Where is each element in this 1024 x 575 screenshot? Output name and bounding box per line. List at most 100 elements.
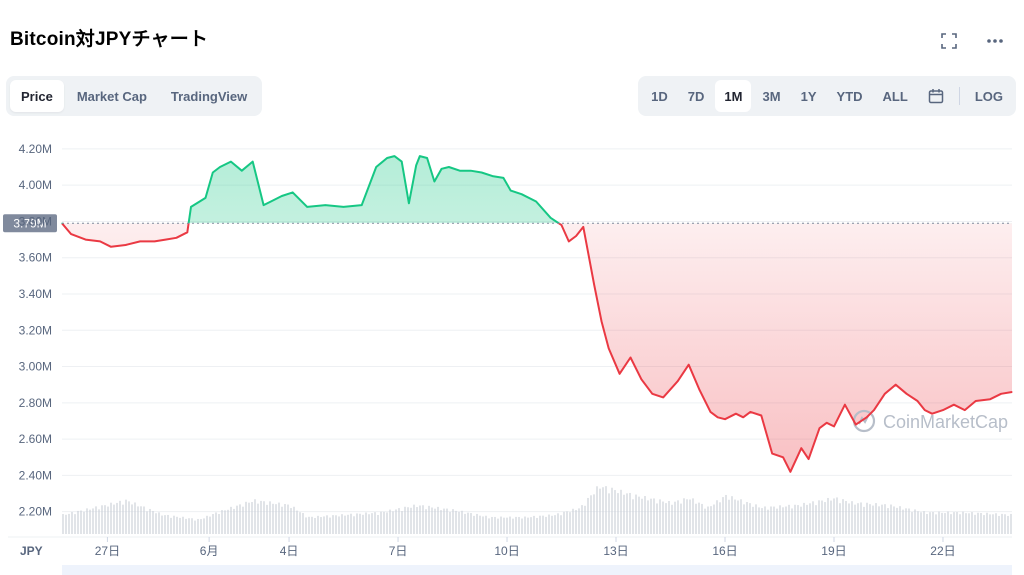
volume-bar <box>122 504 124 534</box>
volume-bar <box>404 506 406 534</box>
volume-bar <box>635 494 637 534</box>
volume-bar <box>197 518 199 534</box>
volume-bar <box>458 511 460 534</box>
volume-bar <box>908 508 910 534</box>
x-tick-label: 10日 <box>494 544 519 558</box>
log-toggle[interactable]: LOG <box>974 88 1003 104</box>
volume-bar <box>218 514 220 534</box>
y-tick-label: 3.80M <box>19 214 52 228</box>
x-tick-label: 27日 <box>95 544 120 558</box>
volume-bar <box>704 508 706 534</box>
price-point <box>608 347 610 350</box>
volume-bar <box>923 511 925 534</box>
volume-bar <box>425 509 427 534</box>
volume-bar <box>716 500 718 534</box>
volume-bar <box>893 506 895 534</box>
price-point <box>342 206 345 208</box>
y-tick-label: 4.20M <box>19 142 52 156</box>
price-point <box>749 411 752 413</box>
volume-bar <box>782 507 784 534</box>
volume-bar <box>554 515 556 534</box>
volume-bar <box>143 506 145 534</box>
volume-bar <box>107 506 109 534</box>
volume-bar <box>65 514 67 534</box>
fullscreen-icon[interactable] <box>938 32 960 50</box>
volume-bar <box>602 487 604 534</box>
volume-bar <box>656 503 658 534</box>
volume-bar <box>104 505 106 534</box>
volume-bar <box>707 506 709 534</box>
volume-bar <box>824 502 826 534</box>
price-point <box>204 197 207 199</box>
x-tick-label: 22日 <box>930 544 955 558</box>
volume-bar <box>761 508 763 534</box>
tab-tradingview[interactable]: TradingView <box>170 88 248 104</box>
volume-bar <box>245 501 247 534</box>
price-point <box>651 393 653 395</box>
chart-type-tabs: Price Market Cap TradingView <box>6 76 263 116</box>
volume-bar <box>578 508 580 534</box>
volume-bar <box>290 508 292 534</box>
range-3m[interactable]: 3M <box>762 88 781 104</box>
volume-bar <box>650 498 652 534</box>
volume-bar <box>626 493 628 534</box>
price-chart[interactable]: CoinMarketCap 3.79M 4.20M 4.00M 3.80M 3.60M… <box>0 128 1024 575</box>
price-point <box>154 240 156 242</box>
range-all[interactable]: ALL <box>882 88 908 104</box>
price-point <box>419 155 421 157</box>
volume-bar <box>224 510 226 534</box>
range-ytd[interactable]: YTD <box>836 88 863 104</box>
volume-bar <box>206 515 208 534</box>
watermark-text: CoinMarketCap <box>883 412 1008 432</box>
price-point <box>470 170 472 172</box>
volume-bar <box>722 497 724 534</box>
volume-bar <box>497 518 499 534</box>
more-icon[interactable] <box>984 32 1006 50</box>
price-point <box>502 177 504 179</box>
volume-bar <box>812 501 814 534</box>
x-tick-label: 16日 <box>712 544 737 558</box>
volume-bar <box>950 514 952 534</box>
volume-bar <box>551 515 553 534</box>
volume-bar <box>854 504 856 534</box>
volume-bar <box>485 515 487 534</box>
price-point <box>789 471 791 473</box>
range-1y[interactable]: 1Y <box>800 88 817 104</box>
range-1d[interactable]: 1D <box>651 88 668 104</box>
volume-bar <box>323 516 325 534</box>
price-point <box>70 233 72 235</box>
tab-price[interactable]: Price <box>10 80 64 112</box>
calendar-icon[interactable] <box>919 80 953 112</box>
range-1m[interactable]: 1M <box>715 80 752 112</box>
x-tick-label: 6月 <box>200 544 219 558</box>
volume-bar <box>929 512 931 534</box>
volume-bar <box>491 516 493 534</box>
volume-bar <box>593 494 595 534</box>
volume-bar <box>1004 514 1006 534</box>
volume-bar <box>200 519 202 534</box>
volume-bar <box>320 517 322 534</box>
range-7d[interactable]: 7D <box>687 88 705 104</box>
price-point <box>459 170 461 172</box>
volume-bar <box>149 508 151 534</box>
volume-bar <box>254 499 256 534</box>
volume-bar <box>644 496 646 534</box>
tab-market-cap[interactable]: Market Cap <box>76 88 147 104</box>
volume-bar <box>569 512 571 534</box>
volume-bar <box>365 512 367 534</box>
price-point <box>629 356 632 359</box>
volume-bar <box>827 497 829 534</box>
volume-bar <box>731 496 733 534</box>
range-navigator[interactable] <box>62 565 1012 575</box>
volume-bar <box>284 504 286 534</box>
volume-bar <box>395 509 397 534</box>
price-point <box>600 320 603 322</box>
price-point <box>85 238 87 241</box>
volume-bar <box>842 499 844 534</box>
volume-bar <box>755 504 757 534</box>
volume-bar <box>443 508 445 534</box>
price-point <box>306 206 308 208</box>
price-point <box>724 418 726 420</box>
volume-bar <box>164 515 166 534</box>
volume-bar <box>617 493 619 534</box>
